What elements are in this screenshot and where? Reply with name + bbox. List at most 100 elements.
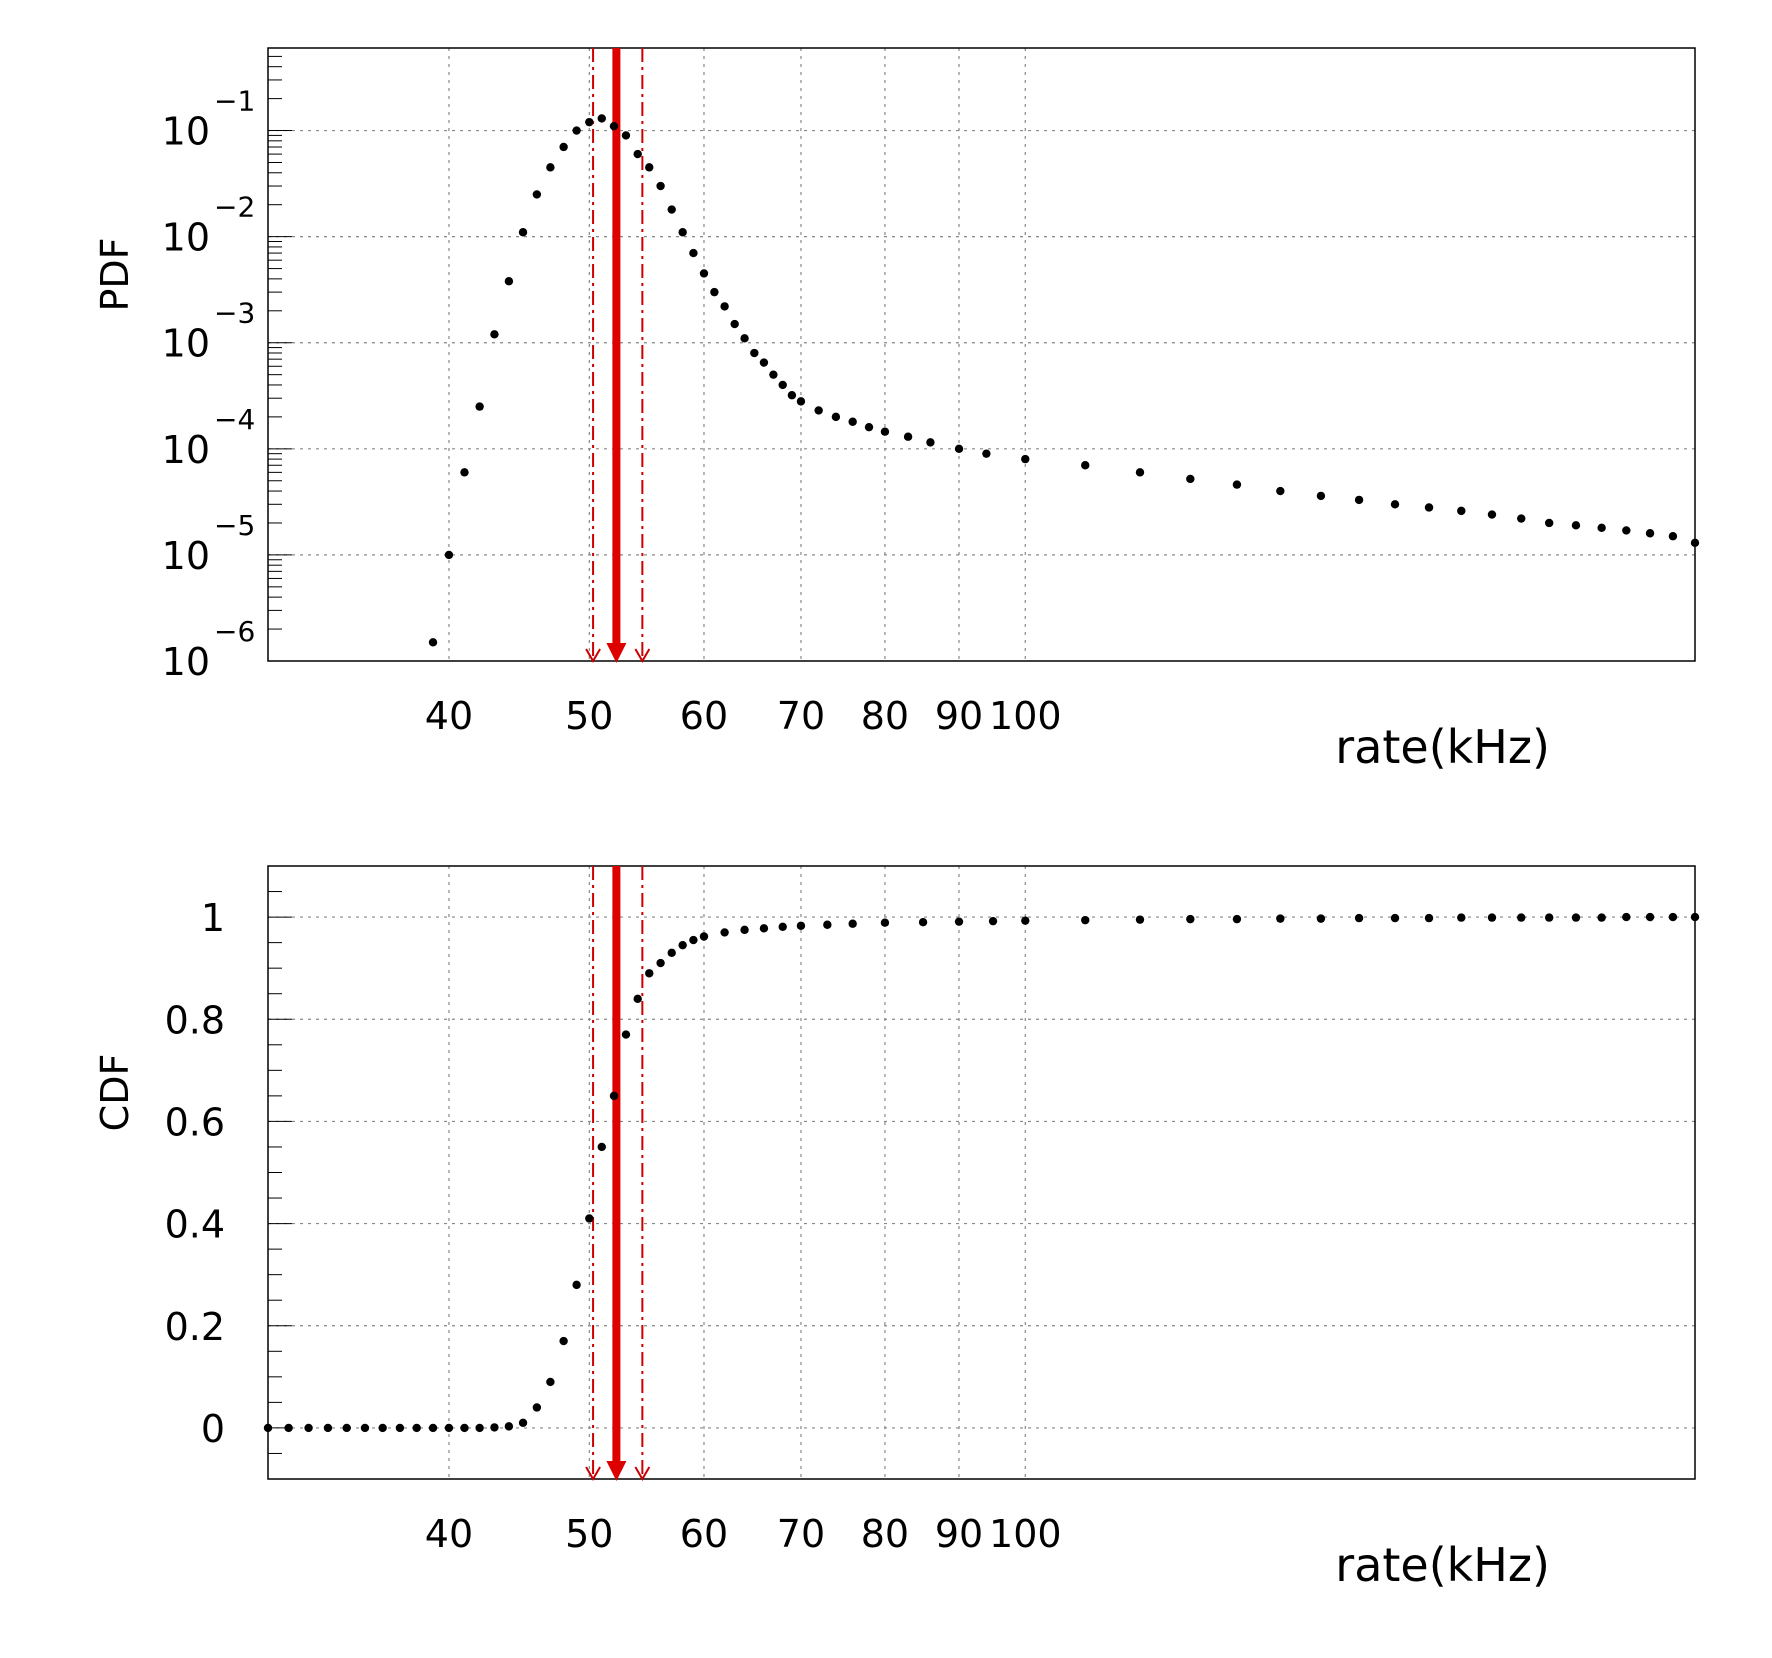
data-point (475, 402, 484, 411)
data-point (460, 468, 469, 477)
data-point (546, 1377, 555, 1387)
band-arrowhead (634, 1466, 651, 1481)
x-tick-label: 90 (935, 694, 983, 738)
data-point (1457, 506, 1466, 516)
data-point (848, 417, 857, 426)
y-tick-exponent: −2 (214, 191, 255, 224)
data-point (428, 1423, 438, 1433)
x-tick-label: 80 (861, 1512, 909, 1556)
data-point (1021, 454, 1030, 464)
data-point (954, 444, 964, 454)
data-point (1645, 529, 1655, 538)
data-point (720, 928, 729, 937)
data-point (645, 163, 654, 172)
data-point (1622, 526, 1631, 535)
data-point (778, 380, 787, 390)
central-arrowhead (606, 1461, 627, 1481)
data-point (559, 142, 568, 152)
data-point (645, 969, 654, 978)
y-axis-label: CDF (93, 1054, 137, 1132)
data-point (1597, 523, 1606, 533)
data-point (880, 918, 890, 927)
data-point (740, 334, 749, 343)
data-point (559, 1336, 568, 1346)
x-tick-label: 80 (861, 694, 909, 738)
data-point (532, 190, 542, 199)
x-tick-label: 50 (565, 694, 613, 738)
data-point (678, 228, 687, 237)
data-point (710, 287, 719, 297)
x-tick-label: 40 (425, 694, 473, 738)
data-point (609, 1091, 619, 1101)
data-point (848, 919, 857, 928)
data-point (1571, 521, 1581, 530)
y-axis-label: PDF (93, 237, 137, 311)
data-point (1135, 468, 1145, 477)
data-point (1390, 500, 1400, 509)
data-point (323, 1423, 333, 1433)
x-tick-label: 50 (565, 1512, 613, 1556)
data-point (475, 1423, 484, 1433)
data-point (1487, 913, 1497, 922)
data-point (1232, 914, 1242, 924)
data-point (1424, 913, 1434, 923)
data-point (460, 1423, 469, 1433)
data-point (982, 449, 991, 458)
y-tick-label: 0.6 (165, 1100, 225, 1144)
data-point (787, 391, 797, 400)
data-point (263, 1423, 273, 1433)
data-point (572, 1280, 581, 1290)
data-point (572, 126, 581, 135)
data-point (831, 412, 841, 422)
data-point (1544, 913, 1554, 922)
pdf-panel: 40 50 60 70 80 90 10010−610−510−410−310−210−1r… (93, 47, 1700, 774)
data-point (1622, 912, 1631, 922)
data-point (796, 921, 806, 930)
data-point (1544, 518, 1554, 528)
data-point (546, 163, 555, 172)
data-point (1316, 914, 1326, 923)
data-point (597, 1142, 606, 1152)
x-tick-label: 100 (989, 694, 1062, 738)
data-point (689, 935, 698, 945)
data-point (621, 1030, 631, 1039)
y-tick-exponent: −1 (214, 85, 255, 118)
data-point (518, 228, 528, 237)
y-tick-label: 1 (201, 896, 225, 940)
data-point (988, 916, 998, 926)
data-point (304, 1423, 313, 1433)
data-point (678, 940, 687, 950)
data-point (1354, 913, 1364, 923)
band-arrowhead (634, 648, 651, 663)
data-point (1135, 915, 1145, 924)
data-point (864, 422, 874, 432)
x-axis-label: rate(kHz) (1335, 720, 1550, 774)
data-point (504, 277, 514, 286)
data-point (1186, 914, 1195, 924)
data-point (1597, 913, 1606, 922)
data-point (1186, 474, 1195, 484)
data-point (597, 114, 606, 123)
data-point (699, 932, 709, 941)
data-point (1487, 510, 1497, 519)
cdf-panel: 40 50 60 70 80 90 100 0 0.2 0.4 0.6 0.8 1 rate(kHz) CD… (93, 865, 1700, 1592)
x-tick-label: 40 (425, 1512, 473, 1556)
data-point (504, 1422, 514, 1431)
data-point (1232, 480, 1242, 489)
x-tick-label: 90 (935, 1512, 983, 1556)
data-point (444, 550, 454, 560)
data-point (814, 406, 823, 415)
data-point (1316, 491, 1326, 501)
y-tick-label: 0.2 (165, 1305, 225, 1349)
data-point (284, 1423, 293, 1433)
data-point (1690, 912, 1700, 922)
data-point (667, 205, 676, 214)
data-point (720, 302, 729, 311)
data-point (609, 121, 619, 131)
y-tick-label: 10 (162, 534, 210, 578)
data-point (699, 269, 709, 278)
data-point (633, 994, 642, 1004)
y-tick-label: 0.4 (165, 1203, 225, 1247)
data-point (1390, 913, 1400, 923)
